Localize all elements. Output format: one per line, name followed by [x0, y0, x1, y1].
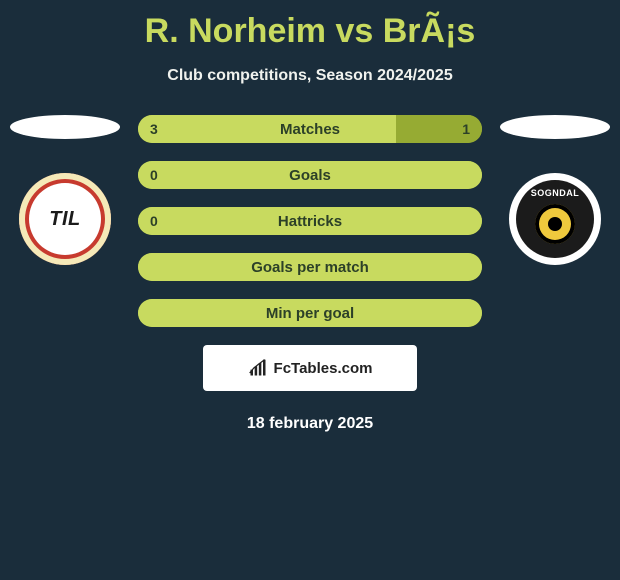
- player-ellipse-left: [10, 115, 120, 139]
- club-crest-left: TIL: [19, 173, 111, 265]
- stat-row: Matches3 1: [138, 115, 482, 143]
- left-side: TIL: [10, 115, 120, 265]
- stat-row: Min per goal: [138, 299, 482, 327]
- comparison-card: R. Norheim vs BrÃ¡s Club competitions, S…: [0, 0, 620, 580]
- stat-value-left: 0: [138, 207, 170, 235]
- stat-label: Goals: [138, 161, 482, 189]
- stats-column: Matches31Goals0Hattricks0Goals per match…: [138, 115, 482, 327]
- player-ellipse-right: [500, 115, 610, 139]
- stat-row: Goals0: [138, 161, 482, 189]
- stat-label: Matches: [138, 115, 482, 143]
- stat-label: Goals per match: [138, 253, 482, 281]
- right-side: SOGNDAL: [500, 115, 610, 265]
- stat-value-right: 1: [450, 115, 482, 143]
- stat-row: Goals per match: [138, 253, 482, 281]
- stat-value-left: 0: [138, 161, 170, 189]
- stat-row: Hattricks0: [138, 207, 482, 235]
- club-crest-right-center-dot: [548, 217, 562, 231]
- stat-label: Min per goal: [138, 299, 482, 327]
- club-crest-right-label: SOGNDAL: [516, 180, 594, 258]
- date-label: 18 february 2025: [0, 415, 620, 433]
- club-crest-left-label: TIL: [29, 183, 101, 255]
- club-crest-right-center: [535, 204, 575, 244]
- stat-value-left: 3: [138, 115, 170, 143]
- brand-label: FcTables.com: [274, 360, 373, 377]
- brand-box: FcTables.com: [203, 345, 417, 391]
- main-area: TIL Matches31Goals0Hattricks0Goals per m…: [0, 115, 620, 327]
- chart-icon: [248, 358, 268, 378]
- stat-label: Hattricks: [138, 207, 482, 235]
- subtitle: Club competitions, Season 2024/2025: [0, 67, 620, 85]
- club-crest-right: SOGNDAL: [509, 173, 601, 265]
- page-title: R. Norheim vs BrÃ¡s: [0, 0, 620, 51]
